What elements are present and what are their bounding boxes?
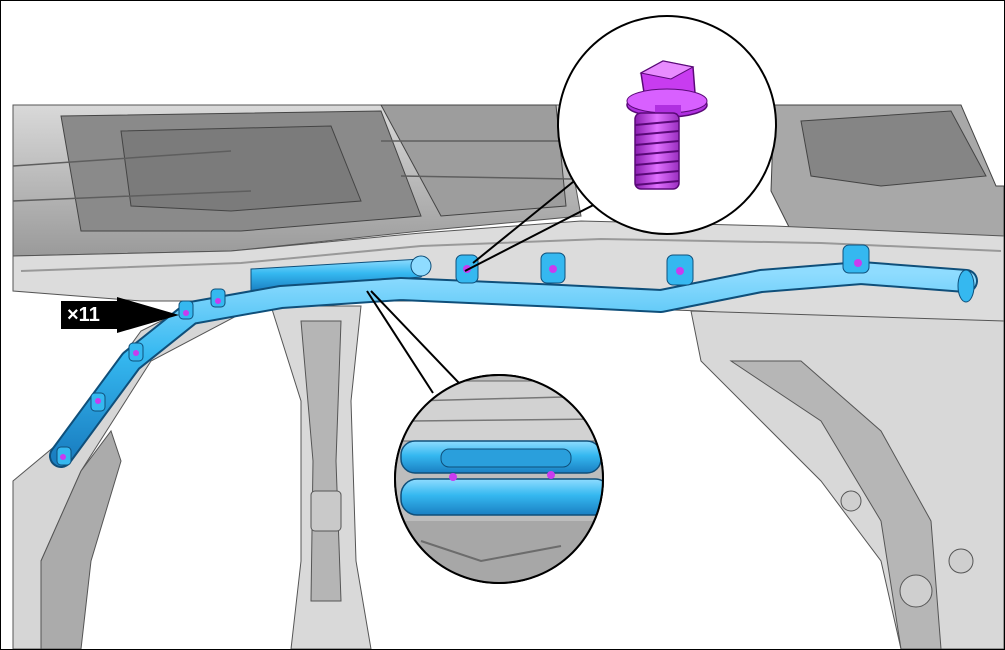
bolt-icon (666, 254, 694, 286)
bolt-icon (842, 244, 870, 274)
bolt-icon (128, 342, 144, 362)
bolt-icon (626, 60, 708, 190)
c-pillar (690, 310, 1004, 649)
bolt-icon (178, 300, 194, 320)
bolt-icon (56, 446, 72, 466)
curtain-airbag (49, 261, 978, 468)
bolt-icon (210, 288, 226, 308)
quantity-label: ×11 (61, 301, 121, 329)
roof-panel (12, 104, 1004, 302)
arrow-icon (117, 297, 179, 333)
leader-lines (366, 168, 610, 394)
bolt-icon (90, 392, 106, 412)
inflator (250, 255, 432, 292)
bolt-detail-callout (557, 15, 777, 235)
airbag-detail-callout (394, 374, 604, 584)
bolt-icon (540, 252, 566, 284)
b-pillar (270, 305, 372, 649)
mounting-points (56, 244, 870, 466)
